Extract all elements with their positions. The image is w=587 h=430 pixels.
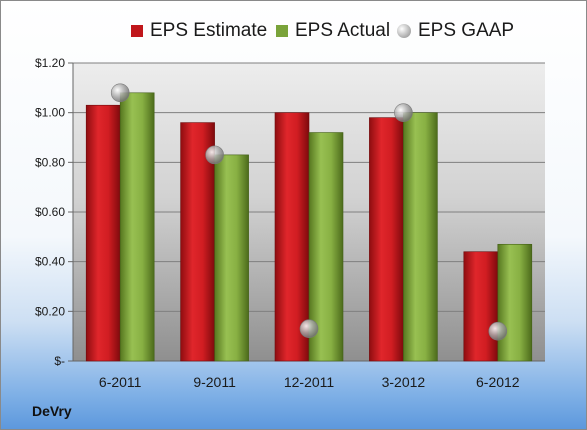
x-category-label: 6-2012 (476, 374, 520, 390)
legend-swatch-gaap (397, 24, 411, 38)
legend-item-eps-estimate: EPS Estimate (131, 17, 267, 45)
eps-gaap-marker (394, 103, 413, 122)
eps-actual-bar (497, 243, 533, 362)
eps-gaap-marker (205, 145, 224, 165)
y-tick-label: $0.80 (35, 155, 65, 169)
x-category-label: 3-2012 (382, 374, 426, 390)
eps-estimate-bar (85, 104, 121, 362)
legend-swatch-estimate (131, 25, 143, 37)
legend-label-estimate: EPS Estimate (150, 20, 268, 41)
legend-label-actual: EPS Actual (295, 20, 391, 41)
legend-swatch-actual (276, 25, 288, 37)
y-tick-label: $0.20 (35, 304, 65, 318)
y-tick-label: $- (54, 354, 65, 368)
legend: EPS Estimate EPS Actual EPS GAAP (1, 17, 586, 45)
eps-estimate-bar (274, 112, 310, 362)
eps-gaap-marker (299, 319, 319, 339)
eps-estimate-bar (180, 122, 215, 362)
x-category-label: 6-2011 (99, 374, 142, 390)
y-tick-label: $1.00 (35, 106, 65, 120)
company-name: DeVry (32, 403, 72, 419)
y-tick-label: $1.20 (35, 56, 65, 70)
legend-item-eps-gaap: EPS GAAP (397, 17, 514, 45)
eps-gaap-marker (488, 321, 508, 341)
y-tick-label: $0.60 (35, 205, 65, 219)
eps-actual-bar (403, 112, 438, 362)
eps-estimate-bar (369, 117, 404, 362)
x-category-label: 12-2011 (284, 374, 335, 390)
legend-item-eps-actual: EPS Actual (276, 17, 390, 45)
eps-estimate-bar (463, 251, 499, 362)
legend-label-gaap: EPS GAAP (418, 20, 515, 41)
eps-actual-bar (119, 92, 155, 362)
x-category-label: 9-2011 (193, 374, 236, 390)
eps-gaap-marker (110, 83, 130, 103)
y-tick-label: $0.40 (35, 255, 65, 269)
eps-actual-bar (214, 154, 249, 362)
